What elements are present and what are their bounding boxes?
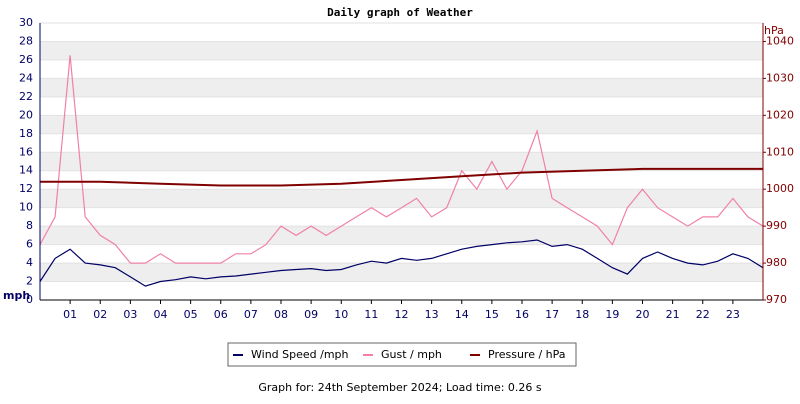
y2-tick-label: 1000 (766, 182, 794, 195)
x-tick-label: 18 (575, 308, 589, 321)
y2-tick-label: 1020 (766, 108, 794, 121)
x-tick-label: 22 (696, 308, 710, 321)
chart-title: Daily graph of Weather (327, 6, 473, 19)
legend-label: Pressure / hPa (488, 348, 566, 361)
y2-tick-label: 970 (766, 293, 787, 306)
x-tick-label: 08 (274, 308, 288, 321)
y2-axis-label: hPa (764, 24, 784, 37)
x-tick-label: 14 (455, 308, 469, 321)
x-tick-label: 16 (515, 308, 529, 321)
grid-band (40, 41, 763, 60)
legend-label: Wind Speed /mph (251, 348, 349, 361)
y-tick-label: 28 (19, 34, 33, 47)
series-line (40, 167, 763, 187)
grid-band (40, 115, 763, 134)
y-tick-label: 22 (19, 90, 33, 103)
grid-band (40, 78, 763, 97)
y-tick-label: 8 (26, 219, 33, 232)
legend (227, 342, 577, 367)
y2-tick-label: 1040 (766, 34, 794, 47)
y-tick-label: 2 (26, 275, 33, 288)
legend-label: Gust / mph (381, 348, 442, 361)
y-tick-label: 24 (19, 71, 33, 84)
x-tick-label: 06 (214, 308, 228, 321)
y-tick-label: 26 (19, 53, 33, 66)
x-tick-label: 20 (636, 308, 650, 321)
y-tick-label: 30 (19, 16, 33, 29)
y-tick-label: 16 (19, 145, 33, 158)
grid-band (40, 152, 763, 171)
x-tick-label: 11 (364, 308, 378, 321)
grid-band (40, 189, 763, 208)
x-tick-label: 02 (93, 308, 107, 321)
x-tick-label: 19 (605, 308, 619, 321)
x-tick-label: 15 (485, 308, 499, 321)
y-tick-label: 6 (26, 238, 33, 251)
x-tick-label: 07 (244, 308, 258, 321)
grid-band (40, 263, 763, 282)
y2-tick-label: 1030 (766, 71, 794, 84)
series-line (39, 239, 764, 287)
x-tick-label: 23 (726, 308, 740, 321)
x-tick-label: 21 (666, 308, 680, 321)
x-tick-label: 04 (154, 308, 168, 321)
x-tick-label: 03 (123, 308, 137, 321)
x-tick-label: 12 (395, 308, 409, 321)
series-line (39, 55, 764, 264)
x-tick-label: 05 (184, 308, 198, 321)
y2-tick-label: 990 (766, 219, 787, 232)
x-tick-label: 01 (63, 308, 77, 321)
y2-tick-label: 1010 (766, 145, 794, 158)
x-tick-label: 09 (304, 308, 318, 321)
x-tick-label: 17 (545, 308, 559, 321)
grid-band (40, 226, 763, 245)
y2-tick-label: 980 (766, 256, 787, 269)
y-tick-label: 4 (26, 256, 33, 269)
y-tick-label: 12 (19, 182, 33, 195)
x-tick-label: 13 (425, 308, 439, 321)
y-tick-label: 0 (26, 293, 33, 306)
y-tick-label: 20 (19, 108, 33, 121)
y-tick-label: 18 (19, 127, 33, 140)
y-tick-label: 14 (19, 164, 33, 177)
x-tick-label: 10 (334, 308, 348, 321)
footer: Graph for: 24th September 2024; Load tim… (258, 381, 542, 394)
y-axis-label: mph (3, 289, 30, 302)
y-tick-label: 10 (19, 201, 33, 214)
